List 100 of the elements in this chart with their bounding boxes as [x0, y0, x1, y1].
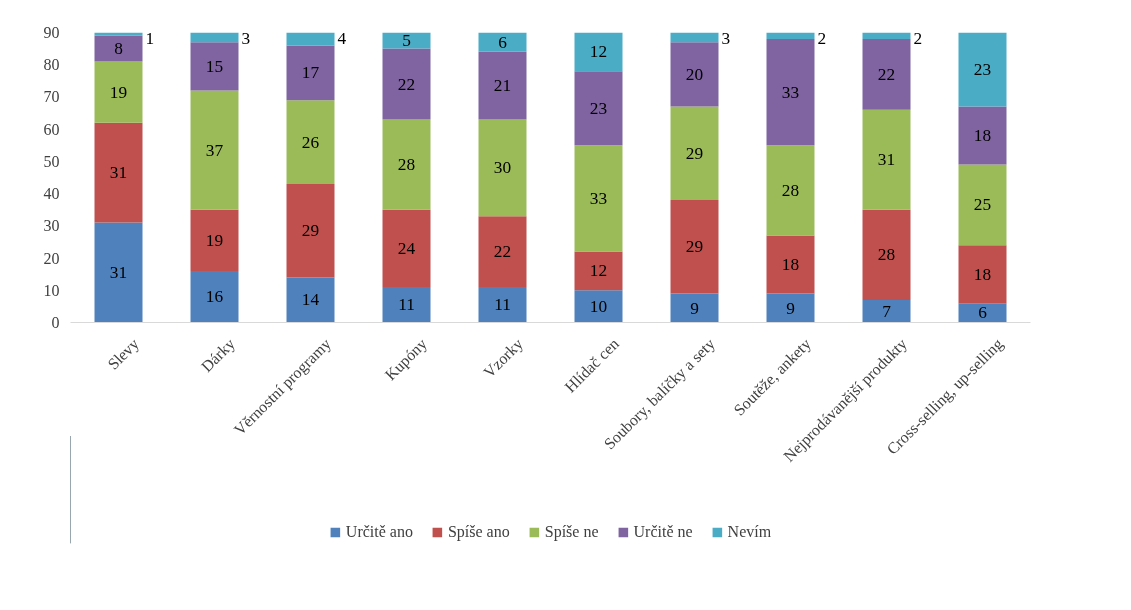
bar: [382, 32, 431, 49]
bar: [286, 100, 335, 184]
data-label: 6: [498, 32, 508, 52]
bar: [862, 209, 911, 300]
y-tick-label: 0: [51, 314, 60, 331]
data-label: 22: [493, 242, 512, 262]
bar: [862, 109, 911, 210]
data-label: 26: [301, 132, 320, 152]
data-label: 31: [109, 163, 128, 183]
bar: [862, 38, 911, 110]
data-label: 29: [685, 237, 704, 257]
bar: [670, 32, 719, 43]
bar: [286, 277, 335, 323]
data-label: 11: [494, 295, 511, 315]
data-label: 19: [109, 82, 128, 102]
legend-label: Určitě ano: [345, 523, 413, 541]
y-tick-label: 90: [43, 24, 60, 41]
bar: [670, 293, 719, 323]
data-label: 7: [882, 301, 892, 321]
bar: [862, 32, 911, 39]
bar: [574, 32, 623, 72]
data-label: 2: [913, 28, 923, 48]
data-label: 22: [877, 64, 896, 84]
data-label: 20: [685, 64, 704, 84]
bar: [478, 32, 527, 52]
y-tick-label: 70: [43, 88, 60, 106]
data-label: 18: [973, 126, 992, 146]
bar: [94, 35, 143, 62]
bar: [478, 216, 527, 288]
bar: [286, 45, 335, 101]
bar: [190, 209, 239, 271]
bar: [958, 303, 1007, 323]
legend-label: Určitě ne: [633, 523, 693, 541]
data-label: 16: [205, 287, 224, 307]
bar: [574, 290, 623, 323]
bar: [190, 270, 239, 323]
data-label: 4: [337, 28, 347, 48]
y-tick-label: 80: [43, 56, 60, 74]
data-label: 1: [145, 28, 155, 48]
bar: [958, 245, 1007, 304]
data-label: 5: [402, 31, 411, 51]
data-label: 19: [205, 230, 224, 250]
data-label: 10: [589, 296, 608, 316]
bar: [670, 106, 719, 201]
data-label: 25: [973, 195, 992, 215]
data-label: 9: [786, 298, 795, 318]
y-tick-label: 50: [43, 152, 60, 170]
bar: [94, 122, 143, 223]
data-label: 24: [397, 238, 416, 258]
data-label: 28: [397, 155, 416, 175]
data-label: 3: [241, 28, 251, 48]
data-label: 33: [781, 82, 800, 102]
data-label: 17: [301, 63, 320, 83]
bar: [670, 42, 719, 107]
bar: [766, 32, 815, 39]
bar: [574, 71, 623, 146]
legend-label: Spíše ne: [544, 523, 599, 541]
bar: [766, 293, 815, 323]
data-label: 12: [589, 42, 608, 62]
bar: [286, 32, 335, 46]
bar: [190, 42, 239, 91]
bar: [382, 119, 431, 210]
data-label: 23: [973, 60, 992, 80]
bar: [190, 32, 239, 43]
bar: [958, 32, 1007, 107]
bar: [766, 235, 815, 294]
bar: [766, 145, 815, 236]
bar: [670, 200, 719, 294]
bar: [478, 51, 527, 120]
data-label: 18: [973, 264, 992, 284]
data-label: 37: [205, 140, 224, 160]
data-label: 15: [205, 56, 224, 76]
bar: [286, 183, 335, 278]
bar: [574, 251, 623, 291]
data-label: 33: [589, 188, 608, 208]
bar: [382, 287, 431, 323]
bar: [94, 32, 143, 36]
legend-label: Spíše ano: [447, 523, 510, 541]
data-label: 29: [685, 143, 704, 163]
data-label: 28: [781, 180, 800, 200]
bar: [382, 48, 431, 120]
data-label: 22: [397, 74, 416, 94]
data-label: 14: [301, 290, 320, 310]
data-label: 3: [721, 28, 731, 48]
bar: [958, 106, 1007, 165]
data-label: 21: [493, 76, 512, 96]
data-label: 9: [690, 298, 699, 318]
bar: [190, 90, 239, 210]
bar: [574, 145, 623, 252]
bar: [94, 61, 143, 123]
data-label: 8: [114, 39, 123, 59]
data-label: 31: [877, 150, 896, 170]
bar: [862, 299, 911, 323]
bar: [382, 209, 431, 288]
data-label: 18: [781, 255, 800, 274]
y-tick-label: 10: [43, 281, 60, 299]
y-tick-label: 60: [43, 120, 60, 138]
bar: [958, 164, 1007, 246]
data-label: 28: [877, 245, 896, 265]
data-label: 6: [978, 303, 988, 323]
